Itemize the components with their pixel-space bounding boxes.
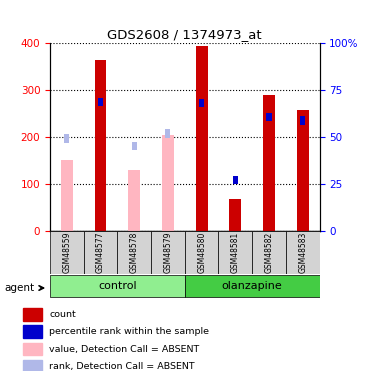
Text: GSM48579: GSM48579 — [164, 231, 172, 273]
Bar — [23, 360, 42, 373]
Bar — [50, 275, 185, 297]
Text: olanzapine: olanzapine — [222, 281, 283, 291]
Bar — [297, 110, 309, 231]
Text: count: count — [49, 310, 76, 319]
Bar — [64, 134, 69, 142]
Title: GDS2608 / 1374973_at: GDS2608 / 1374973_at — [107, 28, 262, 40]
Text: agent: agent — [5, 283, 35, 293]
Bar — [286, 231, 320, 274]
Bar — [162, 135, 174, 231]
Bar — [185, 231, 219, 274]
Bar — [151, 231, 185, 274]
Bar — [84, 231, 117, 274]
Bar — [199, 99, 204, 107]
Bar — [185, 275, 320, 297]
Text: GSM48582: GSM48582 — [264, 231, 273, 273]
Text: GSM48577: GSM48577 — [96, 231, 105, 273]
Bar — [117, 231, 151, 274]
Bar — [252, 231, 286, 274]
Bar — [95, 60, 107, 231]
Text: GSM48581: GSM48581 — [231, 231, 240, 273]
Bar — [263, 95, 275, 231]
Text: GSM48583: GSM48583 — [298, 231, 307, 273]
Bar — [23, 343, 42, 355]
Bar — [196, 46, 208, 231]
Text: rank, Detection Call = ABSENT: rank, Detection Call = ABSENT — [49, 362, 195, 371]
Text: percentile rank within the sample: percentile rank within the sample — [49, 327, 209, 336]
Text: GSM48578: GSM48578 — [130, 231, 139, 273]
Bar — [23, 326, 42, 338]
Bar — [233, 176, 238, 184]
Text: value, Detection Call = ABSENT: value, Detection Call = ABSENT — [49, 345, 199, 354]
Bar — [128, 170, 140, 231]
Bar — [50, 231, 84, 274]
Bar — [219, 231, 252, 274]
Bar — [229, 199, 241, 231]
Text: GSM48580: GSM48580 — [197, 231, 206, 273]
Bar — [132, 142, 137, 150]
Bar — [98, 98, 103, 106]
Text: GSM48559: GSM48559 — [62, 231, 71, 273]
Bar — [166, 129, 171, 138]
Bar — [266, 112, 271, 121]
Text: control: control — [98, 281, 137, 291]
Bar — [23, 308, 42, 321]
Bar — [61, 160, 73, 231]
Bar — [300, 116, 305, 124]
